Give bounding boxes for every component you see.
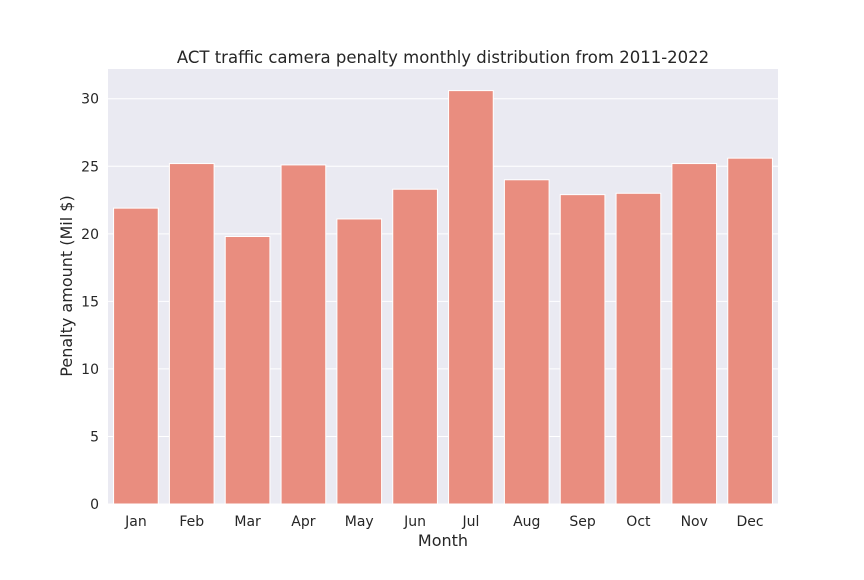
- x-tick-labels: Jan Feb Mar Apr May Jun Jul Aug Sep Oct Nov Dec: [124, 514, 764, 530]
- bar-oct: [615, 192, 662, 505]
- bars: [113, 90, 773, 505]
- bar-aug: [503, 179, 550, 505]
- x-tick-label: Apr: [291, 514, 315, 530]
- x-tick-label: Jan: [124, 514, 147, 530]
- y-tick-label: 5: [90, 429, 99, 445]
- bar-mar: [224, 236, 271, 505]
- plot-area: [108, 69, 778, 504]
- bar-feb: [168, 163, 215, 505]
- chart-title: ACT traffic camera penalty monthly distr…: [177, 48, 709, 67]
- x-tick-label: Dec: [737, 514, 764, 530]
- x-tick-label: Oct: [626, 514, 651, 530]
- y-tick-label: 25: [81, 159, 99, 175]
- y-axis-label: Penalty amount (Mil $): [57, 195, 76, 376]
- y-tick-label: 10: [81, 362, 99, 378]
- x-tick-label: Jun: [403, 514, 426, 530]
- bar-jan: [113, 207, 159, 505]
- bar-dec: [727, 157, 773, 505]
- x-tick-label: Jul: [461, 514, 479, 530]
- x-tick-label: Mar: [234, 514, 261, 530]
- gridlines: [108, 98, 778, 505]
- bar-may: [336, 218, 383, 505]
- x-tick-label: Aug: [513, 514, 540, 530]
- bar-nov: [671, 163, 718, 505]
- bar-jun: [392, 188, 438, 505]
- bar-apr: [280, 164, 327, 505]
- y-tick-labels: 0 5 10 15 20 25 30: [81, 92, 99, 513]
- y-tick-label: 30: [81, 92, 99, 108]
- x-tick-label: May: [345, 514, 374, 530]
- x-tick-label: Sep: [569, 514, 596, 530]
- x-tick-label: Nov: [681, 514, 708, 530]
- bar-jul: [448, 90, 494, 505]
- bar-sep: [559, 194, 606, 505]
- x-tick-label: Feb: [179, 514, 204, 530]
- y-tick-label: 0: [90, 497, 99, 513]
- y-tick-label: 20: [81, 227, 99, 243]
- x-axis-label: Month: [418, 531, 468, 550]
- y-tick-label: 15: [81, 294, 99, 310]
